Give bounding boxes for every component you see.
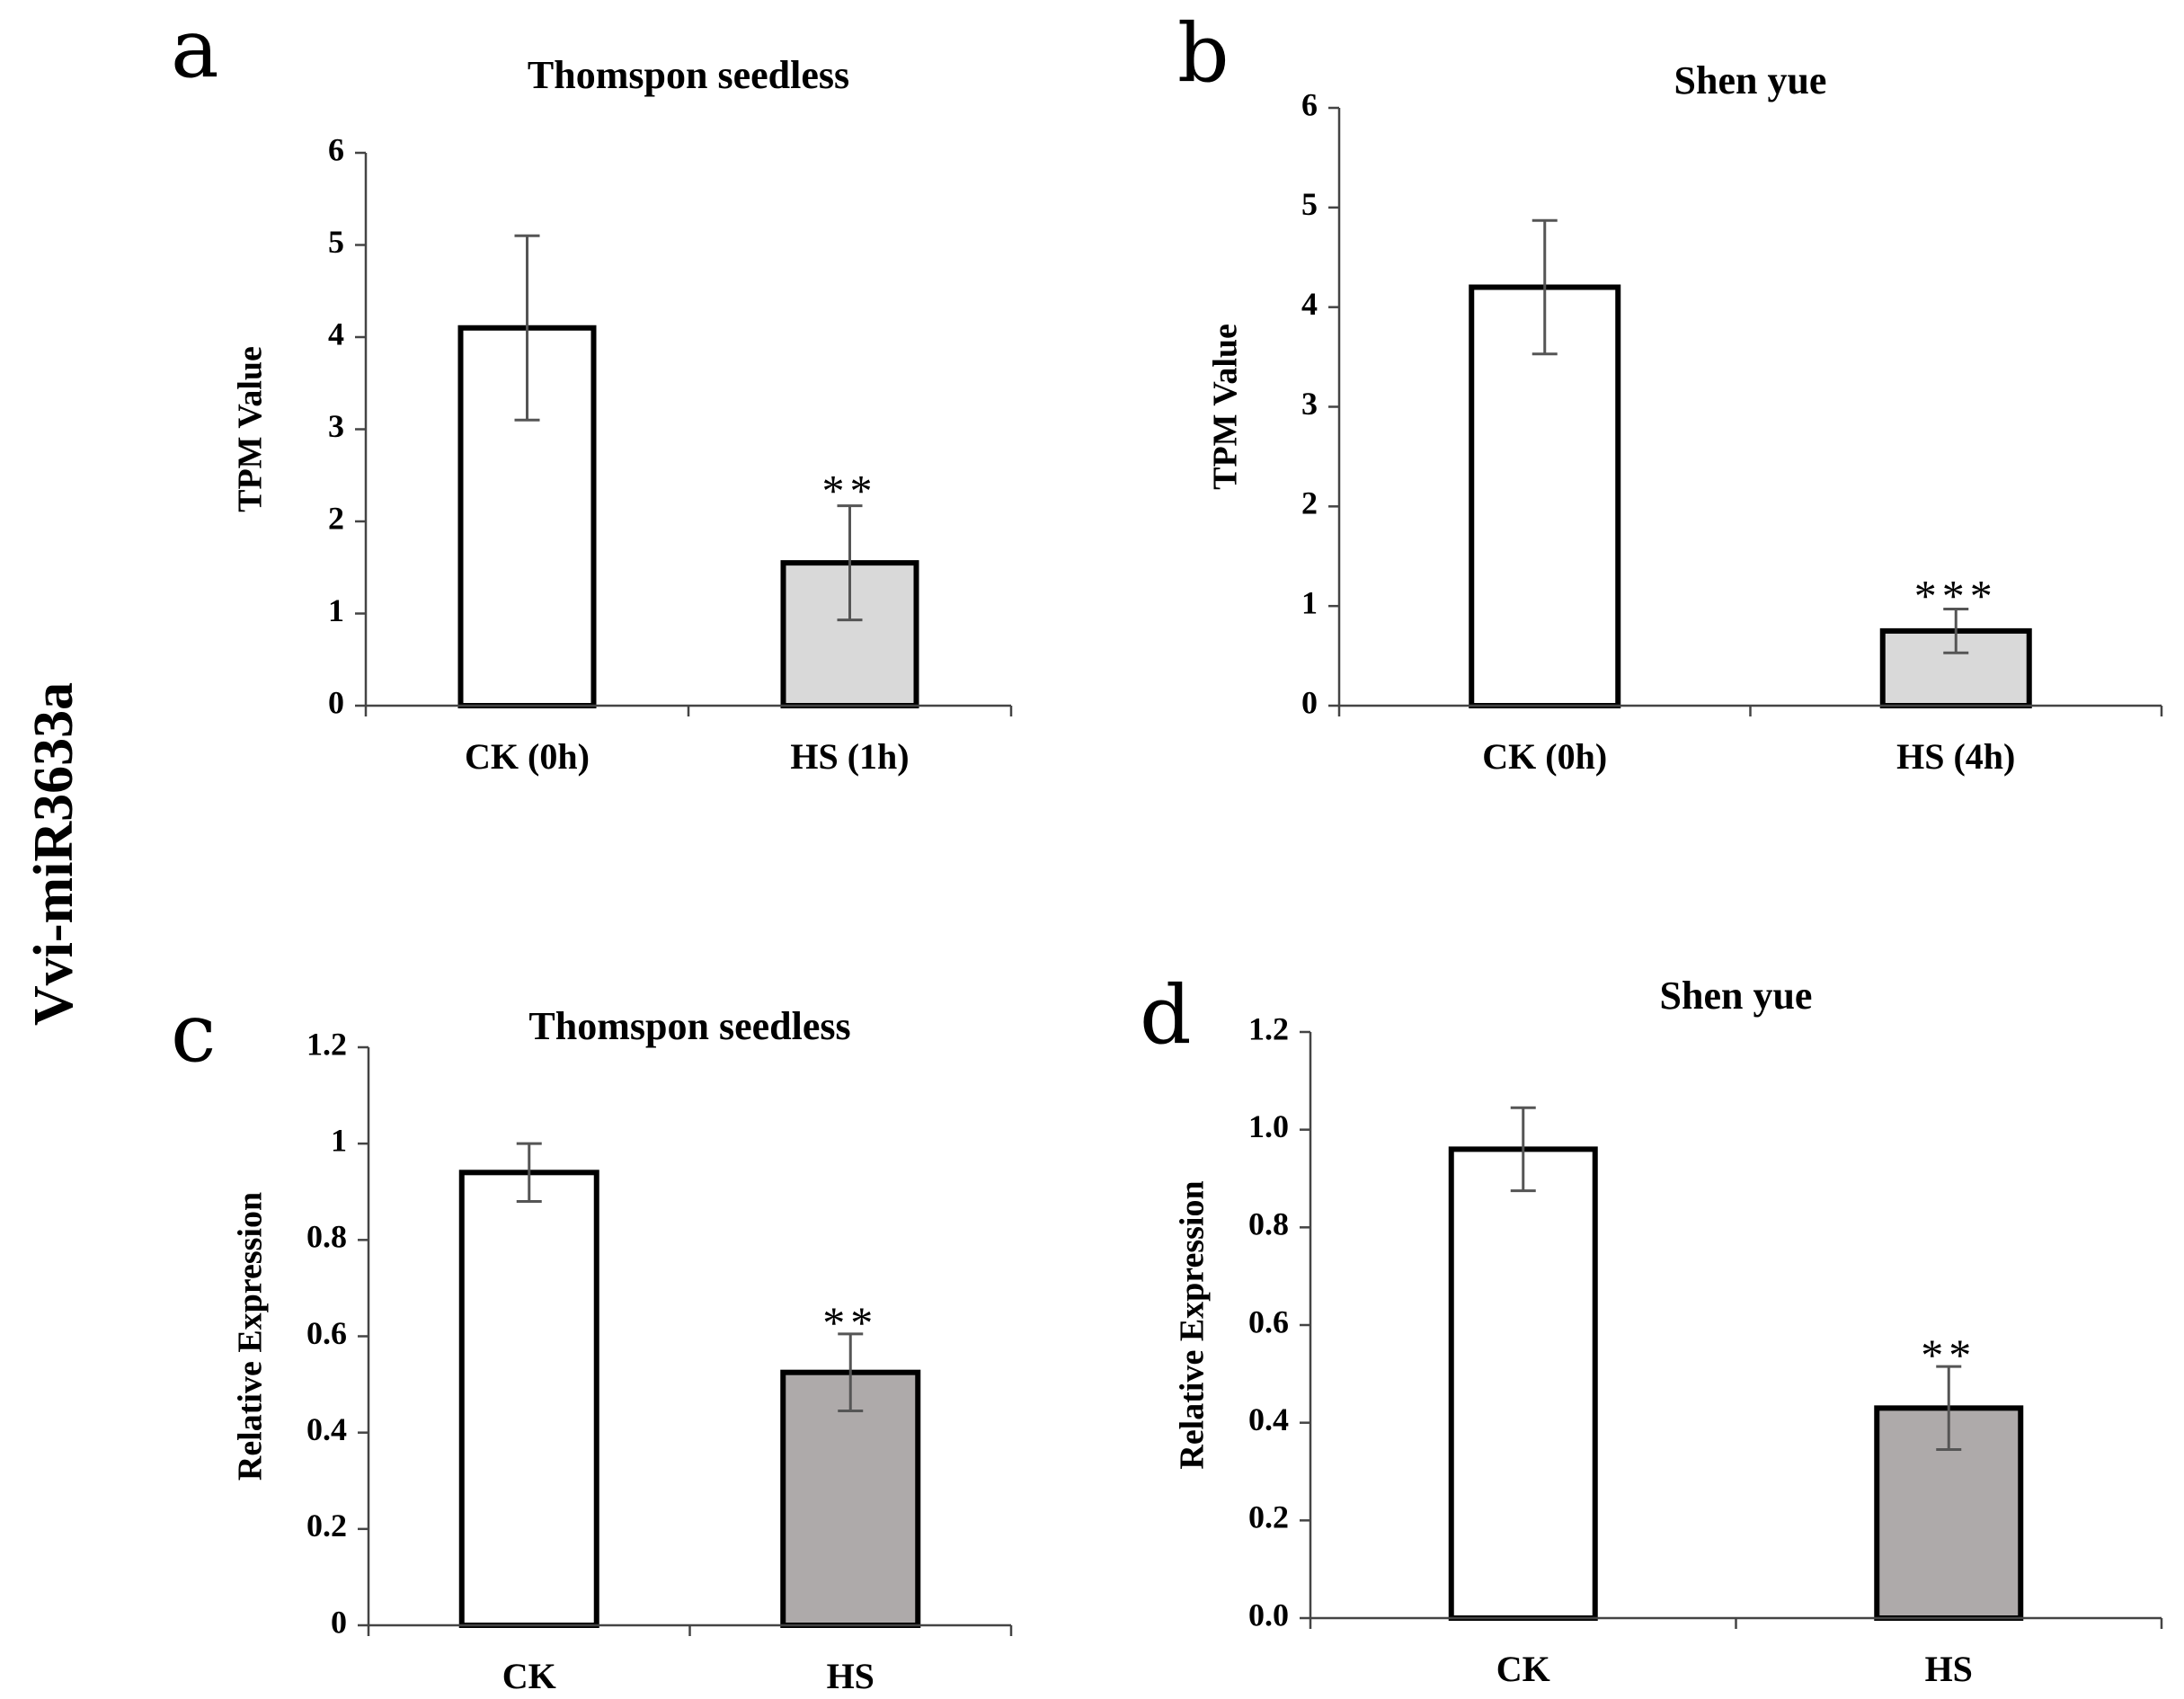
- y-tick-label: 0.0: [1248, 1597, 1289, 1632]
- y-axis-label: Relative Expression: [1174, 1180, 1212, 1469]
- y-axis-label: TPM Value: [232, 346, 270, 512]
- category-label: CK (0h): [465, 736, 590, 777]
- chart-title: Shen yue: [1674, 58, 1827, 102]
- panel-letter: a: [171, 2, 219, 96]
- y-tick-label: 0: [331, 1604, 347, 1640]
- y-tick-label: 0.8: [306, 1219, 347, 1255]
- y-tick-label: 4: [1301, 286, 1318, 322]
- significance-mark: **: [822, 466, 878, 516]
- y-tick-label: 0: [328, 684, 344, 720]
- y-tick-label: 3: [1301, 386, 1318, 422]
- y-tick-label: 2: [328, 500, 344, 536]
- panel-a: a Thomspon seedless TPM Value CK (0h) ** HS …: [171, 2, 1013, 777]
- y-tick-label: 1: [328, 592, 344, 628]
- category-label: HS: [827, 1656, 874, 1696]
- y-tick-label: 0: [1301, 684, 1318, 720]
- y-tick-label: 1.2: [306, 1026, 347, 1062]
- panel-d: d Shen yue Relative Expression CK ** HS 0.0 0.…: [1140, 968, 2163, 1689]
- y-tick-label: 6: [1301, 86, 1318, 122]
- y-tick-label: 1: [1301, 584, 1318, 620]
- significance-mark: **: [822, 1297, 878, 1348]
- category-label: HS: [1925, 1649, 1973, 1689]
- y-axis-label: TPM Value: [1207, 324, 1245, 490]
- significance-mark: ***: [1914, 570, 1998, 620]
- y-tick-label: 0.6: [1248, 1303, 1289, 1339]
- category-label: CK: [1496, 1649, 1550, 1689]
- y-tick-label: 5: [1301, 186, 1318, 222]
- bar: [1448, 1146, 1598, 1621]
- y-tick-label: 5: [328, 224, 344, 260]
- y-tick-label: 4: [328, 316, 344, 351]
- chart-title: Thomspon seedless: [528, 53, 849, 97]
- y-tick-label: 1: [331, 1122, 347, 1158]
- chart-title: Thomspon seedless: [528, 1004, 850, 1048]
- y-tick-label: 0.4: [1248, 1401, 1289, 1437]
- y-axis-label: Relative Expression: [232, 1192, 270, 1481]
- category-label: HS (4h): [1896, 736, 2015, 777]
- y-tick-label: 1.2: [1248, 1010, 1289, 1046]
- category-label: CK (0h): [1482, 736, 1607, 777]
- significance-mark: **: [1921, 1330, 1976, 1380]
- y-tick-label: 1.0: [1248, 1108, 1289, 1144]
- y-tick-label: 0.2: [1248, 1499, 1289, 1535]
- panel-letter: b: [1177, 6, 1230, 101]
- bar: [458, 1170, 599, 1628]
- chart-title: Shen yue: [1660, 974, 1813, 1018]
- y-tick-label: 3: [328, 408, 344, 444]
- y-tick-label: 0.6: [306, 1315, 347, 1351]
- panel-letter: d: [1140, 968, 1192, 1063]
- panel-letter: c: [171, 986, 216, 1081]
- y-tick-label: 0.2: [306, 1508, 347, 1543]
- category-label: HS (1h): [790, 736, 909, 777]
- y-tick-label: 6: [328, 131, 344, 167]
- category-label: CK: [502, 1656, 556, 1696]
- y-tick-label: 0.4: [306, 1411, 347, 1447]
- y-tick-label: 2: [1301, 485, 1318, 521]
- y-tick-label: 0.8: [1248, 1206, 1289, 1242]
- side-label: Vvi-miR3633a: [23, 682, 84, 1026]
- panel-b: b Shen yue TPM Value CK (0h) *** HS (4h) 0 1 2 3…: [1177, 6, 2163, 777]
- panel-c: c Thomspon seedless Relative Expression CK…: [171, 986, 1013, 1696]
